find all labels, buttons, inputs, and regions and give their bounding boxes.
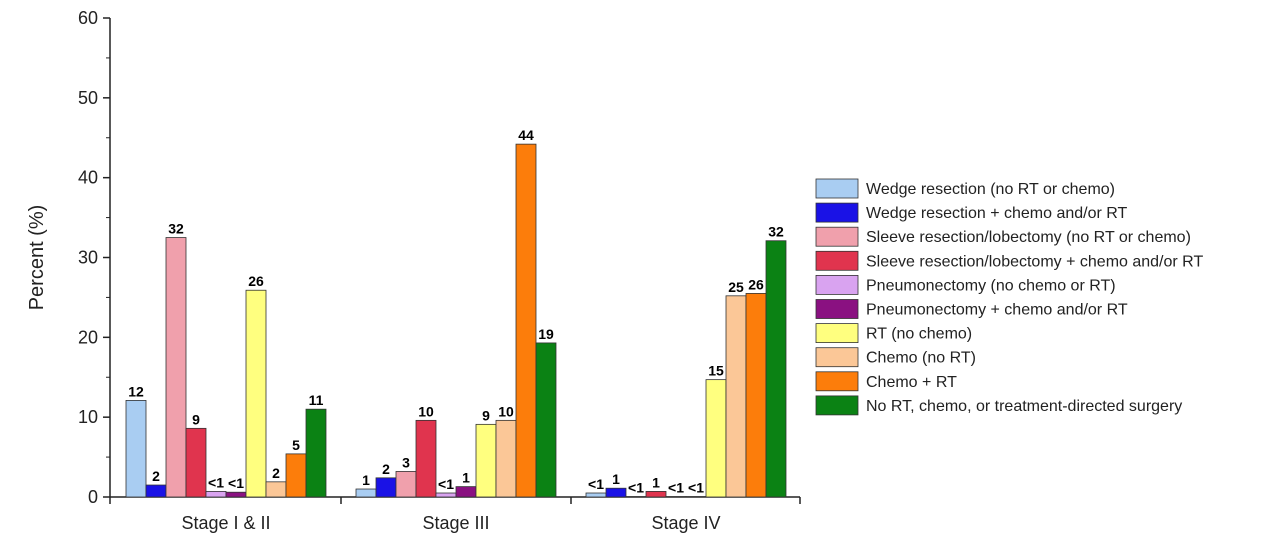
- data-label: <1: [208, 474, 224, 490]
- bar: [535, 342, 557, 498]
- y-tick-label: 10: [78, 407, 98, 427]
- bar: [285, 453, 307, 498]
- bar: [375, 477, 397, 498]
- legend-label: Sleeve resection/lobectomy + chemo and/o…: [866, 253, 1203, 270]
- data-label: 9: [482, 407, 490, 423]
- data-label: 44: [518, 127, 534, 143]
- y-tick-label: 40: [78, 168, 98, 188]
- data-label: 5: [292, 437, 300, 453]
- x-tick-label: Stage III: [422, 513, 489, 533]
- legend-swatch: [815, 250, 859, 271]
- data-label: 2: [272, 465, 280, 481]
- legend-swatch: [815, 274, 859, 295]
- bar: [435, 492, 457, 498]
- legend-label: Wedge resection + chemo and/or RT: [866, 205, 1128, 222]
- data-label: 1: [462, 470, 470, 486]
- bar: [645, 491, 667, 498]
- legend-swatch: [815, 323, 859, 344]
- data-label: 32: [168, 221, 184, 237]
- legend-label: RT (no chemo): [866, 326, 972, 343]
- x-tick-label: Stage IV: [651, 513, 720, 533]
- bar: [165, 237, 187, 498]
- data-label: 10: [418, 403, 434, 419]
- bar: [725, 295, 747, 498]
- y-tick-label: 30: [78, 248, 98, 268]
- data-label: 2: [152, 468, 160, 484]
- legend-swatch: [815, 226, 859, 247]
- data-label: 11: [309, 392, 324, 408]
- data-label: 26: [748, 276, 764, 292]
- data-label: <1: [688, 480, 704, 496]
- data-label: 26: [248, 273, 264, 289]
- legend-swatch: [815, 371, 859, 392]
- bar: [515, 143, 537, 498]
- bar: [265, 481, 287, 498]
- bar: [415, 419, 437, 498]
- data-label: 9: [192, 411, 200, 427]
- x-tick-label: Stage I & II: [181, 513, 270, 533]
- y-axis-title: Percent (%): [26, 205, 48, 311]
- legend-label: Chemo + RT: [866, 374, 957, 391]
- bar: [705, 379, 727, 498]
- data-label: 3: [402, 454, 410, 470]
- data-label: 12: [128, 383, 144, 399]
- data-label: <1: [438, 476, 454, 492]
- bar: [125, 400, 147, 498]
- y-tick-label: 60: [78, 8, 98, 28]
- data-label: 10: [498, 403, 514, 419]
- legend-label: Pneumonectomy + chemo and/or RT: [866, 302, 1128, 319]
- legend-label: Chemo (no RT): [866, 350, 976, 367]
- bar: [605, 487, 627, 498]
- y-tick-label: 50: [78, 88, 98, 108]
- data-label: 2: [382, 461, 390, 477]
- bar: [475, 423, 497, 498]
- data-label: <1: [628, 480, 644, 496]
- y-tick-label: 20: [78, 327, 98, 347]
- data-label: 15: [708, 363, 724, 379]
- axes: 0 10 20 30 40 50 60 Stage I & II Stage III Stage …: [78, 8, 801, 533]
- bar: [495, 419, 517, 498]
- y-tick-label: 0: [88, 487, 98, 507]
- data-label: 19: [538, 326, 554, 342]
- legend-swatch: [815, 178, 859, 199]
- bar: [185, 427, 207, 498]
- legend-label: Wedge resection (no RT or chemo): [866, 181, 1115, 198]
- data-label: 32: [768, 224, 784, 240]
- bar: [145, 484, 167, 498]
- data-label: <1: [588, 476, 604, 492]
- legend-swatch: [815, 347, 859, 368]
- data-label: <1: [228, 475, 244, 491]
- bar: [585, 492, 607, 498]
- legend-label: Sleeve resection/lobectomy (no RT or che…: [866, 229, 1191, 246]
- bars: [125, 143, 787, 498]
- bar: [765, 240, 787, 498]
- legend-swatch: [815, 299, 859, 319]
- data-label: 1: [652, 474, 660, 490]
- bar: [395, 471, 417, 498]
- legend-label: Pneumonectomy (no chemo or RT): [866, 277, 1116, 294]
- bar: [355, 488, 377, 498]
- bar: [245, 289, 267, 498]
- data-label: 1: [612, 471, 620, 487]
- legend-swatch: [815, 395, 859, 416]
- data-label: 1: [362, 472, 370, 488]
- bar: [455, 486, 477, 498]
- bar: [225, 491, 247, 498]
- legend-swatch: [815, 202, 859, 223]
- data-label: <1: [668, 480, 684, 496]
- data-label: 25: [728, 279, 744, 295]
- bar: [305, 408, 327, 498]
- legend-label: No RT, chemo, or treatment-directed surg…: [866, 398, 1182, 415]
- bar: [745, 293, 767, 498]
- bar: [205, 491, 227, 498]
- legend: Wedge resection (no RT or chemo) Wedge re…: [815, 178, 1203, 416]
